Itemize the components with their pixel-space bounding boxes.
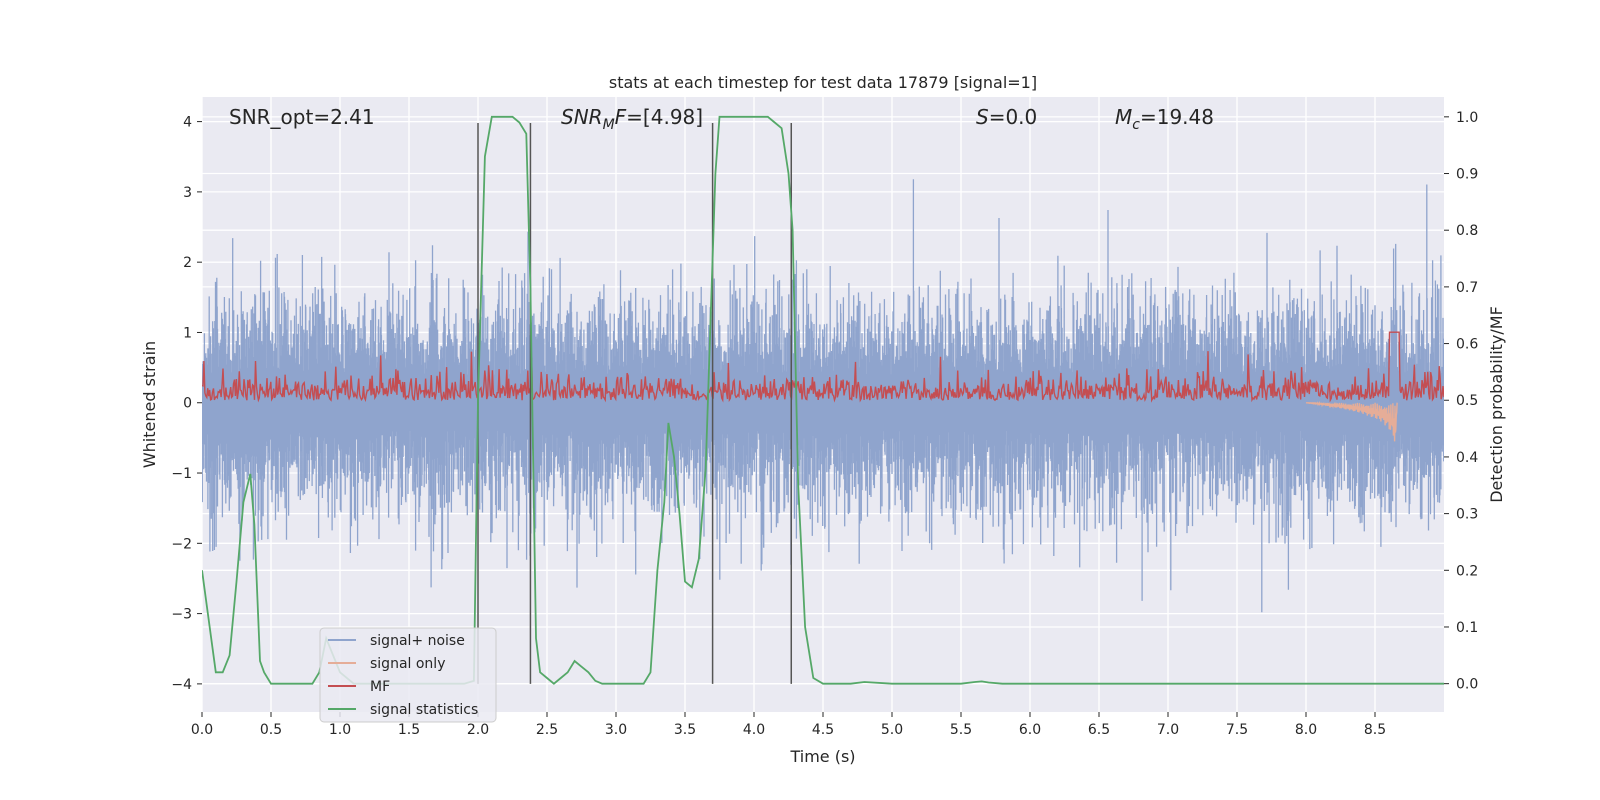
x-tick-label: 1.5 (398, 722, 420, 738)
legend-label: signal statistics (370, 702, 478, 718)
y-tick-label: −3 (171, 607, 192, 623)
y-tick-label: 4 (183, 115, 192, 131)
x-tick-label: 7.5 (1226, 722, 1248, 738)
axes: 0.0 0.5 1.0 1.5 2.0 2.5 3.0 3.5 4.0 4.5 5.0 5.5 6.0 6… (171, 110, 1478, 738)
annotation-mc-sub: c (1132, 117, 1140, 133)
y2-tick-label: 0.1 (1456, 620, 1478, 636)
x-axis-label: Time (s) (789, 747, 855, 766)
x-tick-label: 7.0 (1157, 722, 1179, 738)
legend-label: signal only (370, 656, 445, 672)
x-tick-label: 6.5 (1088, 722, 1110, 738)
x-tick-label: 0.0 (191, 722, 213, 738)
x-tick-label: 4.5 (812, 722, 834, 738)
x-tick-label: 1.0 (329, 722, 351, 738)
x-tick-label: 5.5 (950, 722, 972, 738)
annotation-snr-mf-main: SNR (561, 105, 603, 129)
mf-series (202, 331, 1444, 403)
x-tick-label: 8.0 (1295, 722, 1317, 738)
annotation-mc-symbol: M (1115, 105, 1132, 129)
x-tick-label: 0.5 (260, 722, 282, 738)
y-tick-label: 3 (183, 185, 192, 201)
signal-statistics-series (202, 115, 1444, 685)
y-tick-label: −2 (171, 536, 192, 552)
x-tick-label: 3.5 (674, 722, 696, 738)
y2-tick-label: 0.0 (1456, 677, 1478, 693)
y-tick-label: 1 (183, 325, 192, 341)
legend-label: MF (370, 679, 390, 695)
x-tick-label: 8.5 (1364, 722, 1386, 738)
y2-tick-label: 0.5 (1456, 393, 1478, 409)
y2-tick-label: 0.4 (1456, 450, 1478, 466)
y2-axis-label: Detection probability/MF (1487, 306, 1506, 503)
annotation-s: S=0.0 (976, 105, 1037, 129)
y2-tick-label: 1.0 (1456, 110, 1478, 126)
annotation-snr-mf-value: =[4.98] (626, 105, 703, 129)
annotation-snr-mf: SNRMF=[4.98] (561, 105, 703, 133)
y2-tick-label: 0.9 (1456, 167, 1478, 183)
y-tick-label: −1 (171, 466, 192, 482)
annotation-snr-mf-end: F (615, 105, 627, 129)
annotation-mc-value: =19.48 (1140, 105, 1214, 129)
y-axis-label: Whitened strain (140, 341, 159, 468)
x-tick-label: 5.0 (881, 722, 903, 738)
legend-box (319, 627, 497, 723)
x-tick-label: 6.0 (1019, 722, 1041, 738)
chart-title: stats at each timestep for test data 178… (609, 73, 1037, 92)
annotation-snr-opt: SNR_opt=2.41 (229, 105, 375, 129)
y-tick-label: 2 (183, 255, 192, 271)
y2-tick-label: 0.7 (1456, 280, 1478, 296)
y-tick-label: 0 (183, 396, 192, 412)
signal-only-series (1305, 401, 1398, 442)
y2-tick-label: 0.8 (1456, 223, 1478, 239)
x-tick-label: 3.0 (605, 722, 627, 738)
x-tick-label: 4.0 (743, 722, 765, 738)
legend-label: signal+ noise (370, 633, 465, 649)
plot-area (202, 115, 1444, 685)
annotation-s-value: =0.0 (989, 105, 1038, 129)
annotation-snr-mf-sub: M (603, 117, 615, 133)
y2-tick-label: 0.6 (1456, 337, 1478, 353)
y2-tick-label: 0.2 (1456, 563, 1478, 579)
annotation-mc: Mc=19.48 (1115, 105, 1214, 133)
x-tick-label: 2.5 (536, 722, 558, 738)
y2-tick-label: 0.3 (1456, 507, 1478, 523)
annotation-s-symbol: S (976, 105, 989, 129)
x-tick-label: 2.0 (467, 722, 489, 738)
legend: signal+ noise signal only MF signal statist… (319, 627, 497, 723)
y-tick-label: −4 (171, 677, 192, 693)
